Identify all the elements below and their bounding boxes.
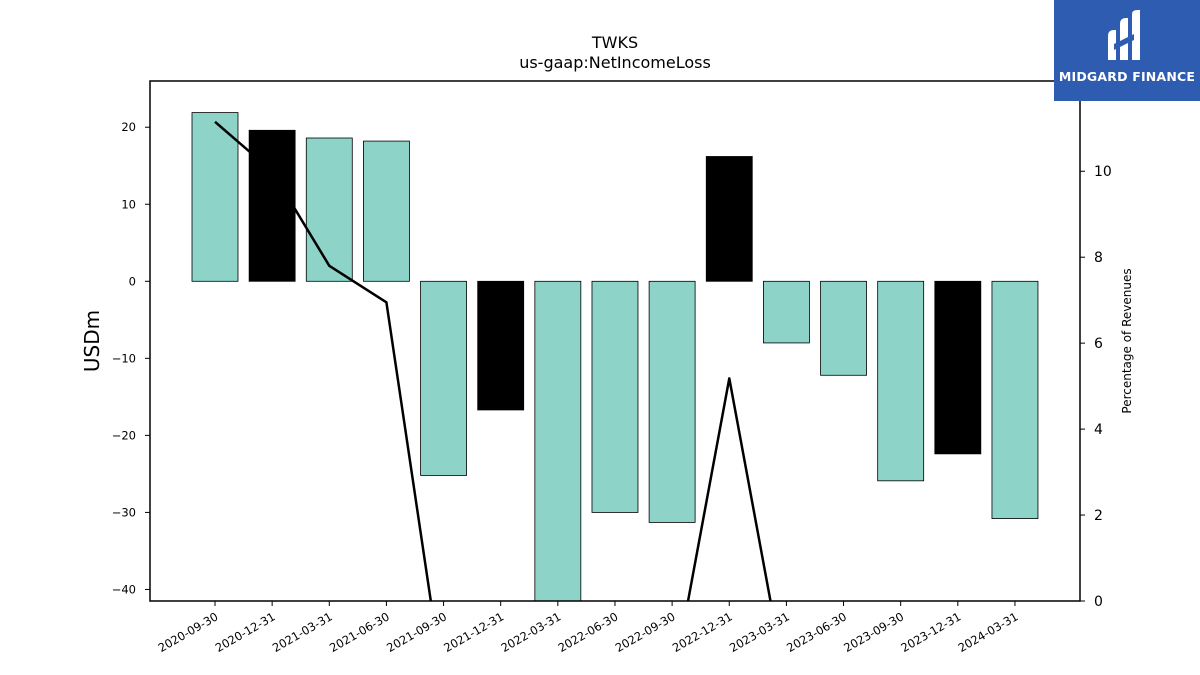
y-axis-label: USDm [80, 310, 104, 372]
bar-2020-09-30 [191, 112, 239, 282]
y-tick-label: −10 [112, 351, 136, 365]
x-tick-label: 2021-09-30 [384, 609, 449, 655]
chart-subtitle: us-gaap:NetIncomeLoss [519, 53, 711, 72]
x-tick-label: 2020-12-31 [213, 609, 278, 655]
bar-2021-09-30 [420, 280, 467, 476]
x-tick-label: 2022-03-31 [498, 609, 563, 655]
bar-2024-03-31 [991, 280, 1039, 519]
midgard-logo-icon [1108, 10, 1140, 60]
left-axis: 20 10 0 −10 −20 −30 −40 [112, 120, 150, 596]
chart-title: TWKS [591, 33, 638, 52]
x-tick-label: 2021-03-31 [270, 609, 335, 655]
line-percentage-of-revenues [214, 120, 772, 601]
midgard-logo: MIDGARD FINANCE [1054, 0, 1200, 101]
y-tick-label: 0 [129, 274, 136, 288]
y2-axis-label: Percentage of Revenues [1120, 268, 1134, 413]
line-group [214, 120, 772, 601]
right-axis: 024681012 [1080, 78, 1112, 610]
logo-text: MIDGARD FINANCE [1058, 69, 1196, 84]
bar-2020-12-31 [248, 129, 296, 282]
x-tick-label: 2021-06-30 [327, 609, 392, 655]
y2-tick-label: 8 [1094, 250, 1103, 266]
bar-2023-03-31 [763, 280, 810, 344]
bar-2022-06-30 [591, 280, 639, 513]
x-tick-label: 2023-12-31 [898, 609, 963, 655]
bar-2021-12-31 [477, 280, 525, 411]
x-tick-label: 2023-06-30 [784, 609, 849, 655]
bar-2022-12-31 [705, 156, 753, 282]
bar-group [191, 112, 1039, 601]
x-tick-label: 2023-09-30 [841, 609, 906, 655]
bar-2022-09-30 [648, 280, 696, 523]
y-tick-label: 10 [121, 197, 136, 211]
y-tick-label: 20 [121, 120, 136, 134]
y2-tick-label: 2 [1094, 508, 1103, 524]
x-tick-label: 2020-09-30 [156, 609, 221, 655]
x-axis: 2020-09-302020-12-312021-03-312021-06-30… [156, 601, 1021, 655]
x-tick-label: 2022-06-30 [556, 609, 621, 655]
y-tick-label: −40 [112, 582, 136, 596]
x-tick-label: 2022-09-30 [613, 609, 678, 655]
bar-2022-03-31 [534, 280, 582, 601]
bar-2021-06-30 [363, 140, 410, 282]
x-tick-label: 2022-12-31 [670, 609, 735, 655]
y2-tick-label: 6 [1094, 336, 1103, 352]
y2-tick-label: 4 [1094, 422, 1103, 438]
y-tick-label: −20 [112, 428, 136, 442]
y-tick-label: −30 [112, 505, 136, 519]
bar-2021-03-31 [305, 137, 353, 282]
x-tick-label: 2023-03-31 [727, 609, 792, 655]
x-tick-label: 2024-03-31 [956, 609, 1021, 655]
y2-tick-label: 10 [1094, 164, 1112, 180]
bar-2023-06-30 [820, 280, 867, 376]
bar-2023-12-31 [934, 280, 982, 455]
bar-2023-09-30 [877, 280, 925, 482]
x-tick-label: 2021-12-31 [441, 609, 506, 655]
y2-tick-label: 0 [1094, 594, 1103, 610]
